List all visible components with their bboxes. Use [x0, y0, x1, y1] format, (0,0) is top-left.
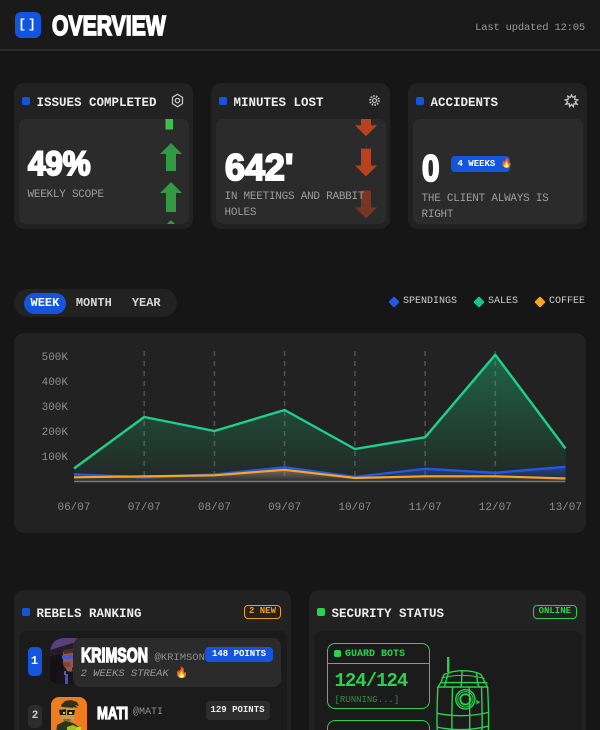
svg-text:500K: 500K: [42, 352, 69, 364]
svg-text:07/07: 07/07: [128, 502, 161, 514]
svg-text:200K: 200K: [42, 427, 69, 439]
svg-text:08/07: 08/07: [198, 502, 231, 514]
svg-text:06/07: 06/07: [57, 502, 90, 514]
svg-text:10/07: 10/07: [338, 502, 371, 514]
svg-text:300K: 300K: [42, 402, 69, 414]
svg-text:12/07: 12/07: [479, 502, 512, 514]
svg-text:11/07: 11/07: [409, 502, 442, 514]
svg-text:09/07: 09/07: [268, 502, 301, 514]
svg-text:400K: 400K: [42, 377, 69, 389]
svg-text:13/07: 13/07: [549, 502, 582, 514]
svg-text:100K: 100K: [42, 452, 69, 464]
